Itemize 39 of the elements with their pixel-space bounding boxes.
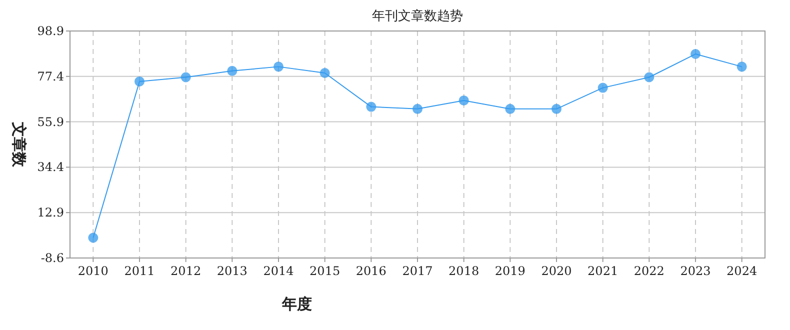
- x-tick-label: 2015: [310, 264, 340, 278]
- point: [366, 102, 376, 112]
- x-tick-label: 2014: [263, 264, 294, 278]
- x-axis-title: 年度: [281, 295, 312, 313]
- x-tick-label: 2017: [402, 264, 433, 278]
- x-tick-label: 2024: [726, 264, 758, 278]
- point: [180, 72, 191, 82]
- y-tick-label: 55.9: [37, 114, 64, 129]
- x-tick-label: 2010: [78, 264, 108, 278]
- point: [736, 62, 747, 72]
- x-tick-label: 2019: [494, 264, 526, 278]
- x-tick-label: 2020: [541, 264, 572, 278]
- point: [505, 104, 516, 114]
- y-tick-label: 77.4: [37, 69, 64, 84]
- point: [458, 95, 469, 106]
- y-tick-label: -8.6: [40, 251, 64, 265]
- point: [598, 82, 608, 93]
- y-tick-label: 34.4: [37, 160, 64, 174]
- point: [227, 66, 238, 76]
- x-tick-label: 2011: [124, 264, 155, 278]
- chart-title: 年刊文章数趋势: [372, 9, 463, 24]
- y-tick-label: 12.9: [37, 206, 64, 220]
- point: [134, 76, 144, 86]
- x-tick-label: 2016: [356, 264, 386, 278]
- point: [320, 68, 330, 78]
- x-tick-label: 2021: [588, 264, 618, 278]
- x-tick-label: 2013: [216, 264, 248, 278]
- point: [88, 232, 98, 243]
- point: [644, 72, 654, 82]
- y-axis-title: 文章数: [10, 121, 28, 168]
- point: [412, 104, 422, 114]
- point: [274, 62, 284, 72]
- x-tick-label: 2018: [448, 264, 480, 278]
- x-tick-label: 2023: [680, 264, 711, 278]
- x-tick-label: 2012: [170, 264, 202, 278]
- point: [690, 49, 700, 60]
- y-tick-label: 98.9: [37, 24, 64, 38]
- x-tick-label: 2022: [634, 264, 664, 278]
- point: [552, 104, 562, 114]
